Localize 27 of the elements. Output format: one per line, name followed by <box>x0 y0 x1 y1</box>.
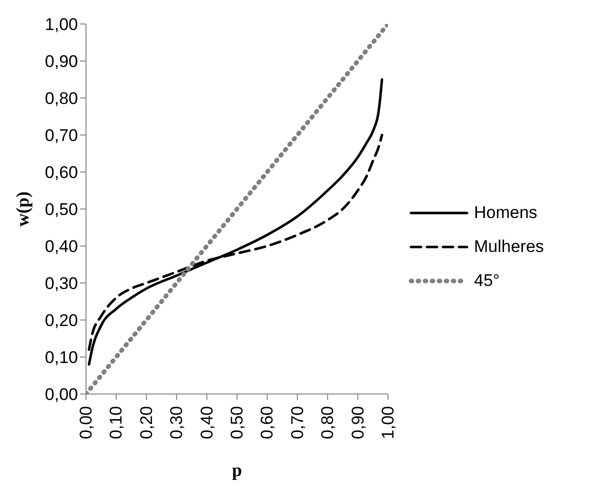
y-tick-label: 0,80 <box>44 89 78 108</box>
line-series <box>88 78 384 366</box>
y-tick-label: 0,40 <box>44 237 78 256</box>
x-tick-label: 0,90 <box>348 406 368 440</box>
x-axis-title: p <box>232 460 242 480</box>
y-tick-label: 0,90 <box>44 52 78 72</box>
y-axis-title: w(p) <box>12 191 32 226</box>
x-tick-label: 0,20 <box>136 406 156 440</box>
x-tick-label: 0,50 <box>228 406 246 440</box>
y-tick-label: 0,10 <box>44 348 78 368</box>
x-tick-label: 0,60 <box>258 406 277 440</box>
y-tick-label: 0,50 <box>44 200 78 220</box>
x-tick-label: 0,80 <box>318 406 338 440</box>
y-tick-label: 1,00 <box>44 15 78 34</box>
y-tick-label: 0,00 <box>44 385 78 404</box>
x-tick-label: 0,30 <box>167 406 186 440</box>
x-tick-label: 0,70 <box>288 406 307 440</box>
x-tick-label: 1,00 <box>378 406 398 440</box>
x-tick-label: 0,10 <box>106 406 126 440</box>
x-tick-label: 0,40 <box>197 406 216 440</box>
legend-label: Mulheres <box>474 237 544 257</box>
legend-label: Homens <box>474 203 538 223</box>
y-tick-label: 0,20 <box>44 311 78 330</box>
legend-label: 45° <box>474 271 500 291</box>
y-tick-label: 0,30 <box>44 274 78 294</box>
y-tick-label: 0,70 <box>44 126 78 146</box>
y-tick-label: 0,60 <box>44 163 78 182</box>
